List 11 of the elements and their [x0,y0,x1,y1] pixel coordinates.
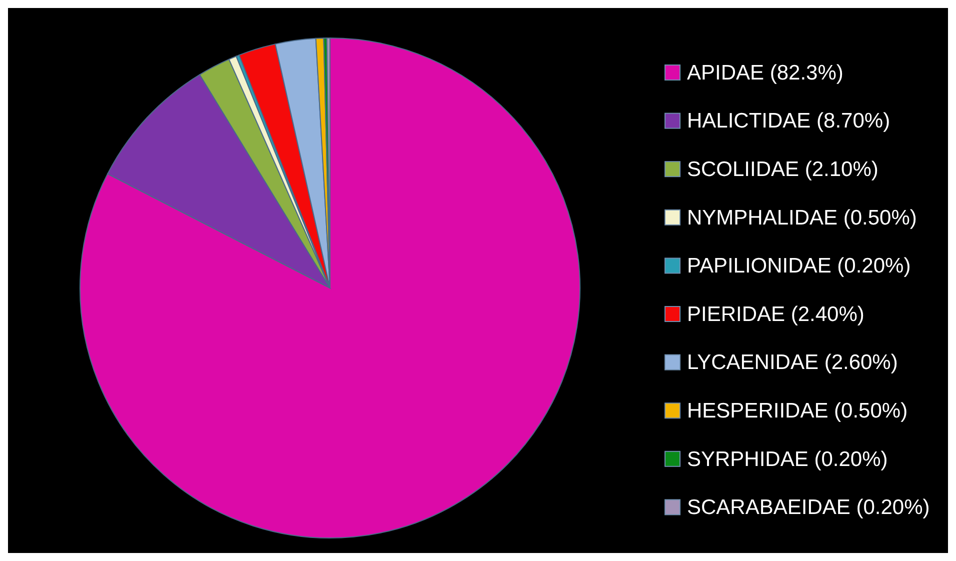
pie-slice [80,38,580,538]
legend-label: SYRPHIDAE (0.20%) [687,448,888,471]
legend-label: NYMPHALIDAE (0.50%) [687,206,917,230]
legend-label: APIDAE (82.3%) [687,61,844,84]
legend-label: SCARABAEIDAE (0.20%) [687,496,930,520]
legend-label: HALICTIDAE (8.70%) [687,110,890,133]
legend-label: HESPERIIDAE (0.50%) [687,399,908,422]
legend-label: PIERIDAE (2.40%) [687,302,864,326]
legend-label: SCOLIIDAE (2.10%) [687,158,878,181]
legend-label: PAPILIONIDAE (0.20%) [687,254,911,278]
legend-label: LYCAENIDAE (2.60%) [687,351,898,374]
